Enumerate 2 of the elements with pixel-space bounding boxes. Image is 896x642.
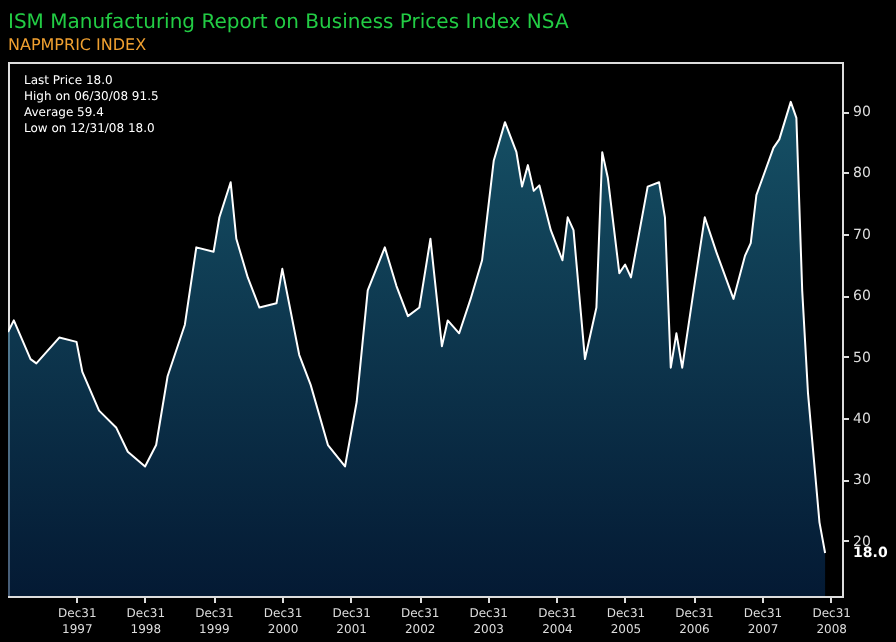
chart-subtitle: NAPMPRIC INDEX	[8, 36, 148, 54]
chart-title: ISM Manufacturing Report on Business Prices Index NSA	[8, 12, 569, 34]
